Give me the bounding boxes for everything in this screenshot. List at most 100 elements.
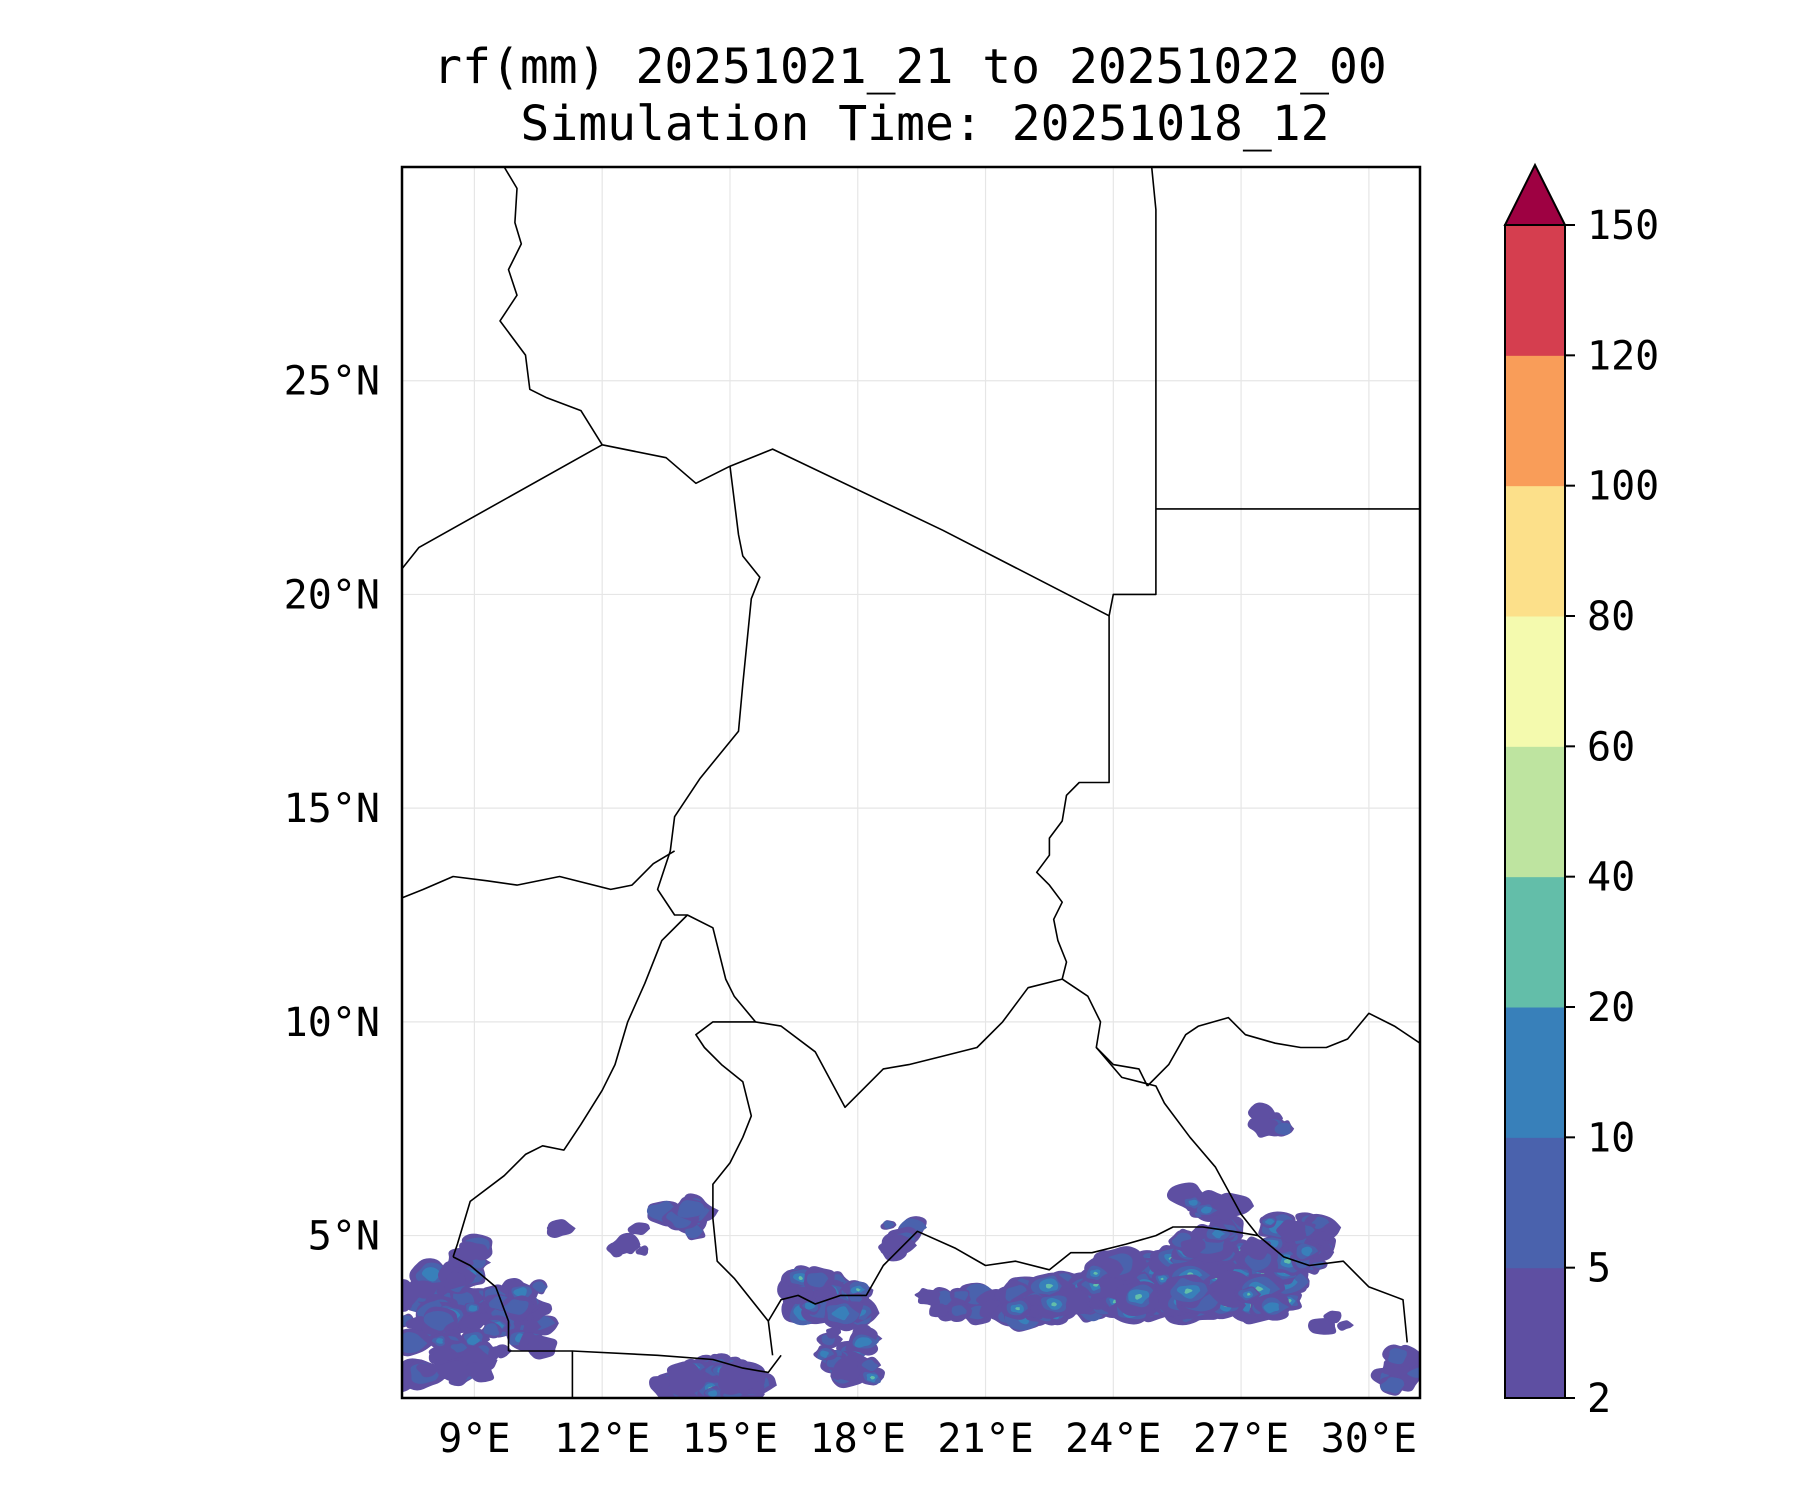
lon-tick-label: 15°E xyxy=(682,1416,778,1462)
border-line xyxy=(452,914,688,1258)
rain-cell xyxy=(917,1289,941,1307)
map-frame xyxy=(400,165,1422,1400)
rain-cell xyxy=(1180,1238,1206,1259)
rain-cell xyxy=(1188,1199,1198,1206)
border-line xyxy=(656,466,774,1356)
rain-cell xyxy=(1264,1218,1275,1225)
rain-cell xyxy=(402,1332,428,1354)
border-line xyxy=(1035,615,1110,980)
rain-cell xyxy=(1247,1292,1251,1296)
rain-cell xyxy=(522,1319,542,1333)
colorbar-segment xyxy=(1505,1267,1565,1399)
colorbar-frame xyxy=(1504,224,1566,1399)
rain-cell xyxy=(883,1220,895,1229)
rain-cell xyxy=(527,1335,558,1360)
rainfall-contours xyxy=(402,1102,1420,1398)
rain-cell xyxy=(421,1267,442,1282)
border-line xyxy=(767,1226,1259,1322)
rain-cell xyxy=(1045,1283,1054,1289)
colorbar-label: 60 xyxy=(1587,724,1635,770)
colorbar-segment xyxy=(1505,876,1565,1008)
rain-cell xyxy=(1276,1219,1307,1243)
rain-cell xyxy=(532,1281,548,1293)
colorbar-label: 40 xyxy=(1587,855,1635,901)
rain-cell xyxy=(416,1363,439,1378)
rain-cell xyxy=(436,1338,444,1344)
rain-cell xyxy=(869,1375,875,1380)
latitude-ticks: 5°N 10°N 15°N 20°N 25°N xyxy=(284,359,380,1260)
rain-cell xyxy=(831,1306,850,1321)
rain-cell xyxy=(450,1343,468,1353)
rain-cell xyxy=(820,1350,829,1358)
lat-tick-label: 5°N xyxy=(308,1214,380,1260)
lat-tick-label: 20°N xyxy=(284,572,380,618)
lat-tick-label: 10°N xyxy=(284,1000,380,1046)
colorbar-label: 120 xyxy=(1587,333,1659,379)
rain-cell xyxy=(1311,1216,1330,1229)
rain-cell xyxy=(717,1359,760,1395)
rain-cell xyxy=(1263,1302,1280,1314)
colorbar-extend-arrow xyxy=(1503,162,1567,226)
rain-cell xyxy=(830,1355,861,1382)
rain-cell xyxy=(423,1310,455,1331)
title-line-1: rf(mm) 20251021_21 to 20251022_00 xyxy=(433,39,1387,95)
rain-cell xyxy=(1247,1116,1280,1138)
rain-cell xyxy=(405,1316,427,1331)
rain-cell xyxy=(826,1326,841,1339)
lon-tick-label: 18°E xyxy=(810,1416,906,1462)
rain-cell xyxy=(488,1346,504,1359)
country-borders xyxy=(402,167,1420,1398)
rain-cell xyxy=(951,1305,967,1316)
rain-cell xyxy=(1015,1307,1020,1311)
colorbar-segment xyxy=(1505,1137,1565,1269)
colorbar-segment xyxy=(1505,355,1565,487)
rain-cell xyxy=(465,1362,495,1383)
lon-tick-label: 24°E xyxy=(1065,1416,1161,1462)
rain-cell xyxy=(503,1299,529,1315)
rain-cell xyxy=(546,1222,565,1233)
rain-cell xyxy=(878,1234,908,1262)
colorbar-segment xyxy=(1505,1007,1565,1138)
colorbar: 2 5 10 20 40 60 80 100 120 150 xyxy=(1503,162,1659,1422)
colorbar-label: 80 xyxy=(1587,594,1635,640)
colorbar-segment xyxy=(1505,746,1565,878)
rain-cell xyxy=(1337,1320,1354,1331)
rain-cell xyxy=(1308,1318,1337,1335)
rain-cell xyxy=(1301,1246,1313,1257)
rain-cell xyxy=(446,1271,466,1286)
colorbar-label: 20 xyxy=(1587,985,1635,1031)
border-line xyxy=(1146,1012,1420,1087)
rain-cell xyxy=(1380,1377,1405,1394)
rain-cell xyxy=(806,1272,829,1288)
border-line xyxy=(402,444,603,570)
rain-cell xyxy=(635,1245,649,1256)
border-line xyxy=(499,167,1110,617)
rain-cell xyxy=(627,1222,651,1236)
rain-cell xyxy=(1326,1312,1338,1321)
lat-tick-label: 25°N xyxy=(284,359,380,405)
rain-cell xyxy=(461,1312,489,1330)
colorbar-label: 10 xyxy=(1587,1115,1635,1161)
colorbar-segment xyxy=(1505,616,1565,747)
rain-cell xyxy=(798,1276,803,1280)
rain-cell xyxy=(1212,1229,1226,1239)
rain-cell xyxy=(609,1232,641,1255)
rain-cell xyxy=(1239,1236,1271,1261)
rain-cell xyxy=(1135,1293,1143,1300)
rain-cell xyxy=(861,1359,879,1372)
colorbar-segment xyxy=(1505,485,1565,617)
map-area: 9°E 12°E 15°E 18°E 21°E 24°E 27°E 30°E 5°N 10°N 1… xyxy=(284,165,1422,1462)
longitude-ticks: 9°E 12°E 15°E 18°E 21°E 24°E 27°E 30°E xyxy=(438,1416,1417,1462)
rain-cell xyxy=(1407,1367,1420,1378)
colorbar-segment xyxy=(1505,225,1565,356)
lon-tick-label: 9°E xyxy=(438,1416,510,1462)
colorbar-label: 2 xyxy=(1587,1376,1611,1422)
rain-cell xyxy=(1255,1286,1264,1292)
rain-cell xyxy=(1184,1288,1193,1294)
colorbar-label: 150 xyxy=(1587,203,1659,249)
rain-cell xyxy=(1051,1302,1057,1307)
lon-tick-label: 21°E xyxy=(937,1416,1033,1462)
rain-cell xyxy=(805,1302,816,1310)
colorbar-label: 5 xyxy=(1587,1246,1611,1292)
